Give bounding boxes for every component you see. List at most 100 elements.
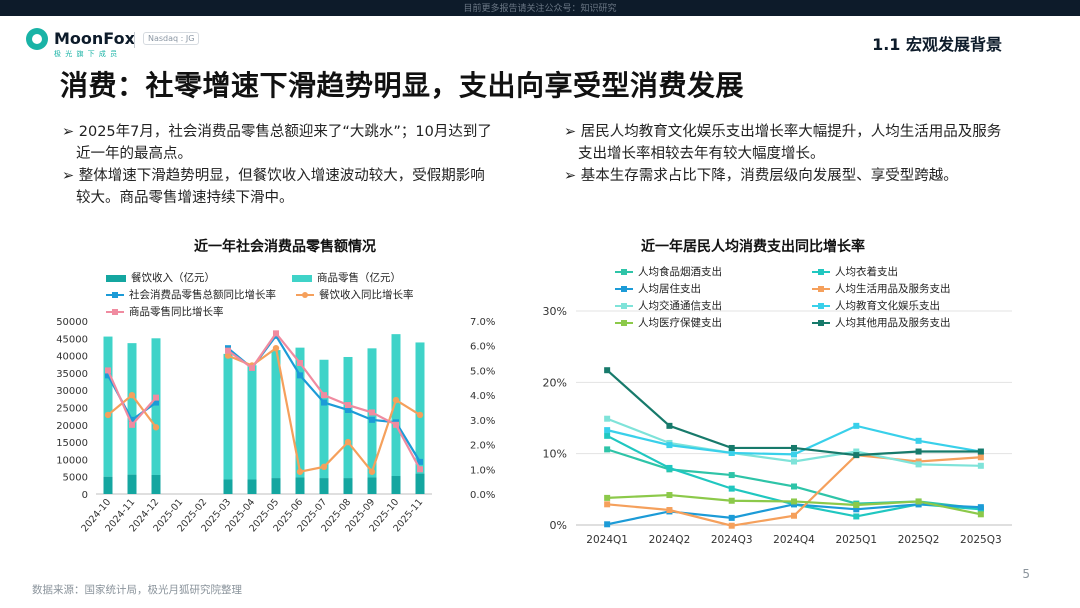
left-axis-tick-label: 20000 bbox=[56, 421, 88, 432]
series-point bbox=[915, 498, 922, 505]
series-line bbox=[606, 417, 981, 467]
series-point bbox=[604, 521, 611, 528]
growth-point bbox=[417, 466, 423, 473]
page-title: 消费：社零增速下滑趋势明显，支出向享受型消费发展 bbox=[60, 69, 745, 102]
y-axis-tick-label: 0% bbox=[550, 519, 567, 532]
right-axis-tick-label: 5.0% bbox=[470, 366, 495, 377]
growth-point bbox=[416, 411, 424, 419]
growth-point bbox=[248, 362, 256, 369]
series-point bbox=[791, 501, 797, 508]
legend-item-2: 社会消费品零售总额同比增长率 bbox=[106, 287, 276, 302]
growth-point bbox=[296, 468, 304, 475]
growth-point bbox=[272, 344, 280, 352]
legend-swatch bbox=[292, 274, 312, 282]
bar-goods bbox=[271, 350, 281, 479]
legend-swatch bbox=[812, 318, 830, 328]
x-axis-tick-label: 2025-01 bbox=[151, 497, 185, 534]
bullet-left-2: ➢ 整体增速下滑趋势明显，但餐饮收入增速波动较大，受假期影响较大。商品零售增速持… bbox=[62, 168, 485, 206]
x-axis-tick-label: 2025Q1 bbox=[835, 534, 877, 546]
growth-point bbox=[273, 332, 279, 339]
legend-label: 人均生活用品及服务支出 bbox=[835, 283, 951, 295]
series-point bbox=[977, 506, 984, 513]
legend-item-4: 商品零售同比增长率 bbox=[106, 304, 224, 319]
growth-point bbox=[104, 411, 112, 419]
right-axis-tick-label: 1.0% bbox=[470, 465, 495, 476]
y-axis-tick-label: 30% bbox=[543, 305, 567, 318]
x-axis-tick-label: 2025-06 bbox=[271, 497, 305, 534]
left-axis-tick-label: 50000 bbox=[56, 317, 88, 328]
series-point bbox=[728, 449, 735, 456]
right-axis-tick-label: 2.0% bbox=[470, 441, 495, 452]
bullets-left: ➢ 2025年7月，社会消费品零售总额迎来了“大跳水”；10月达到了近一年的最高… bbox=[62, 121, 494, 209]
growth-point bbox=[224, 352, 232, 359]
series-point bbox=[915, 501, 922, 508]
series-point bbox=[666, 508, 673, 515]
series-point bbox=[915, 437, 922, 444]
bar-goods bbox=[103, 336, 113, 477]
legend-item-3: 餐饮收入同比增长率 bbox=[296, 287, 414, 302]
x-axis-tick-label: 2025-07 bbox=[295, 497, 329, 534]
top-bar: 目前更多报告请关注公众号：知识研究 bbox=[0, 0, 1080, 16]
series-line bbox=[606, 369, 981, 457]
legend-item-0: 餐饮收入（亿元） bbox=[106, 270, 215, 285]
series-point bbox=[853, 502, 860, 509]
series-point bbox=[791, 501, 797, 508]
bar-catering bbox=[127, 474, 137, 494]
bar-goods bbox=[127, 343, 137, 475]
series-line bbox=[606, 503, 981, 526]
legend-label: 人均交通通信支出 bbox=[638, 300, 722, 312]
growth-point bbox=[345, 406, 351, 413]
chart-right-title: 近一年居民人均消费支出同比增长率 bbox=[641, 239, 865, 255]
bar-goods bbox=[223, 353, 233, 480]
series-line bbox=[606, 434, 981, 518]
growth-point bbox=[128, 391, 136, 399]
x-axis-tick-label: 2025-10 bbox=[367, 497, 401, 534]
series-point bbox=[853, 422, 860, 429]
bar-goods bbox=[295, 347, 305, 478]
x-axis-tick-label: 2025-04 bbox=[223, 497, 257, 534]
legend-label: 人均其他用品及服务支出 bbox=[835, 317, 951, 329]
bar-catering bbox=[343, 478, 353, 494]
series-point bbox=[853, 452, 860, 459]
legend-item: 人均医疗保健支出 bbox=[615, 315, 722, 330]
series-point bbox=[666, 439, 673, 446]
growth-point bbox=[249, 364, 255, 371]
series-line bbox=[606, 424, 982, 456]
series-point bbox=[666, 464, 673, 471]
x-axis-tick-label: 2024Q2 bbox=[649, 534, 691, 546]
left-axis-tick-label: 45000 bbox=[56, 334, 88, 345]
growth-point bbox=[344, 438, 352, 446]
series-point bbox=[977, 511, 984, 518]
nasdaq-badge: Nasdaq : JG bbox=[143, 32, 200, 45]
series-point bbox=[915, 458, 922, 465]
moonfox-logo-icon bbox=[26, 28, 48, 50]
growth-point bbox=[417, 458, 423, 465]
legend-item-1: 商品零售（亿元） bbox=[292, 270, 401, 285]
legend-label: 人均衣着支出 bbox=[835, 266, 898, 278]
logo-divider bbox=[134, 32, 135, 48]
legend-label: 社会消费品零售总额同比增长率 bbox=[129, 289, 276, 301]
series-point bbox=[728, 497, 735, 504]
legend-item: 人均教育文化娱乐支出 bbox=[812, 298, 940, 313]
x-axis-tick-label: 2025-11 bbox=[391, 497, 425, 534]
top-bar-text: 目前更多报告请关注公众号：知识研究 bbox=[463, 4, 617, 14]
legend-label: 人均教育文化娱乐支出 bbox=[835, 300, 940, 312]
legend-label: 餐饮收入同比增长率 bbox=[319, 289, 414, 301]
x-axis-tick-label: 2024-10 bbox=[79, 497, 113, 534]
growth-point bbox=[345, 402, 351, 409]
x-axis-tick-label: 2024-11 bbox=[103, 497, 137, 534]
series-point bbox=[977, 454, 984, 461]
growth-line bbox=[227, 333, 421, 463]
series-point bbox=[791, 483, 797, 490]
bar-goods bbox=[343, 356, 353, 479]
x-axis-tick-label: 2025-05 bbox=[247, 497, 281, 534]
bar-catering bbox=[103, 476, 113, 494]
growth-line bbox=[106, 369, 157, 427]
legend-swatch bbox=[615, 301, 633, 311]
series-point bbox=[791, 444, 797, 451]
series-point bbox=[604, 367, 611, 374]
series-point bbox=[728, 449, 735, 456]
legend-swatch bbox=[615, 267, 633, 277]
bullets-right: ➢ 居民人均教育文化娱乐支出增长率大幅提升，人均生活用品及服务支出增长率相较去年… bbox=[564, 121, 1014, 187]
series-point bbox=[728, 522, 735, 529]
